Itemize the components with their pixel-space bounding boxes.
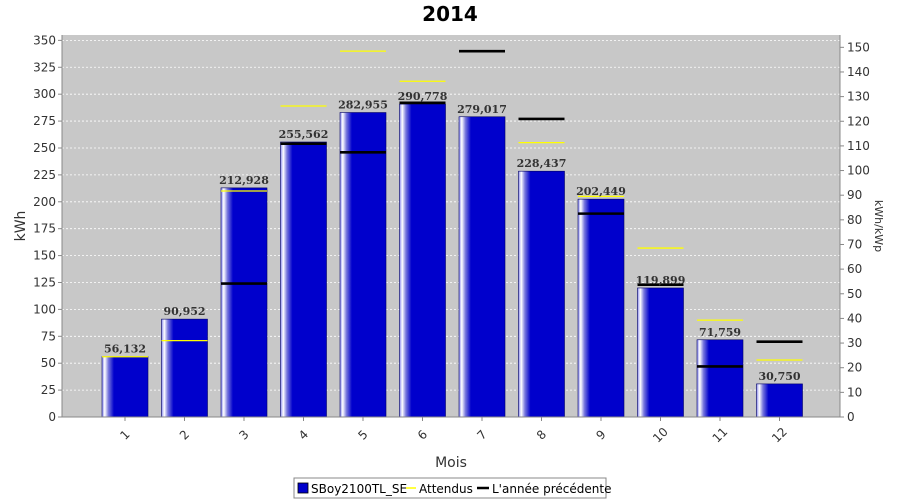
bar-3 bbox=[220, 187, 268, 418]
y2-tick-label-20: 20 bbox=[847, 361, 862, 375]
y2-tick-label-60: 60 bbox=[847, 262, 862, 276]
data-label-12: 30,750 bbox=[758, 370, 800, 383]
bar-5 bbox=[339, 112, 387, 418]
bar-9 bbox=[577, 198, 625, 418]
chart-title: 2014 bbox=[422, 2, 478, 26]
bar-2 bbox=[161, 318, 208, 418]
legend-box bbox=[293, 477, 607, 499]
data-label-6: 290,778 bbox=[398, 90, 448, 103]
bar-7 bbox=[458, 116, 506, 418]
data-label-7: 279,017 bbox=[457, 103, 507, 116]
y-tick-label-0: 0 bbox=[48, 410, 56, 424]
x-tick-label-11: 11 bbox=[710, 425, 731, 446]
data-label-10: 119,899 bbox=[636, 274, 686, 287]
y-tick-label-350: 350 bbox=[33, 33, 56, 47]
y-tick-label-100: 100 bbox=[33, 302, 56, 316]
x-tick-label-4: 4 bbox=[296, 427, 311, 442]
legend: SBoy2100TL_SE Attendus L'année précédent… bbox=[293, 477, 611, 499]
x-tick-label-3: 3 bbox=[236, 427, 251, 442]
y-tick-label-25: 25 bbox=[41, 383, 56, 397]
x-tick-label-2: 2 bbox=[177, 427, 192, 442]
legend-swatch-bar bbox=[297, 482, 309, 494]
y2-axis-ticks: 0 10 20 30 40 50 60 70 80 90 100 110 120 130 140 150 bbox=[840, 40, 870, 424]
y2-tick-label-120: 120 bbox=[847, 114, 870, 128]
bar-11 bbox=[696, 339, 744, 418]
data-label-8: 228,437 bbox=[517, 157, 567, 170]
data-label-9: 202,449 bbox=[576, 185, 626, 198]
legend-label-attendus: Attendus bbox=[419, 482, 473, 496]
y2-tick-label-140: 140 bbox=[847, 65, 870, 79]
y-tick-label-150: 150 bbox=[33, 249, 56, 263]
y2-tick-label-100: 100 bbox=[847, 164, 870, 178]
y2-tick-label-150: 150 bbox=[847, 40, 870, 54]
bar-6 bbox=[399, 103, 446, 418]
y-tick-label-300: 300 bbox=[33, 87, 56, 101]
y2-tick-label-90: 90 bbox=[847, 188, 862, 202]
y2-tick-label-40: 40 bbox=[847, 311, 862, 325]
bar-4 bbox=[280, 141, 327, 418]
data-label-2: 90,952 bbox=[163, 305, 205, 318]
x-axis-label: Mois bbox=[435, 455, 467, 471]
data-label-11: 71,759 bbox=[699, 326, 741, 339]
x-tick-label-5: 5 bbox=[355, 427, 370, 442]
y-tick-label-50: 50 bbox=[41, 356, 56, 370]
data-label-1: 56,132 bbox=[104, 343, 146, 356]
legend-label-bar: SBoy2100TL_SE bbox=[311, 482, 407, 496]
y2-tick-label-80: 80 bbox=[847, 213, 862, 227]
y-tick-label-250: 250 bbox=[33, 141, 56, 155]
data-label-4: 255,562 bbox=[279, 128, 329, 141]
y-axis-label: kWh bbox=[13, 211, 29, 242]
y2-tick-label-30: 30 bbox=[847, 336, 862, 350]
y-tick-label-225: 225 bbox=[33, 168, 56, 182]
legend-label-previous: L'année précédente bbox=[492, 482, 611, 496]
axes bbox=[61, 35, 841, 418]
y2-tick-label-10: 10 bbox=[847, 385, 862, 399]
data-label-5: 282,955 bbox=[338, 99, 388, 112]
x-tick-label-8: 8 bbox=[534, 427, 549, 442]
y2-tick-label-50: 50 bbox=[847, 287, 862, 301]
y-tick-label-175: 175 bbox=[33, 222, 56, 236]
x-tick-label-10: 10 bbox=[650, 425, 671, 446]
y-tick-label-275: 275 bbox=[33, 114, 56, 128]
y2-tick-label-130: 130 bbox=[847, 90, 870, 104]
y2-tick-label-0: 0 bbox=[847, 410, 855, 424]
bar-12 bbox=[756, 383, 803, 418]
y-tick-label-125: 125 bbox=[33, 275, 56, 289]
data-labels: 56,132 90,952 212,928 255,562 282,955 290,778… bbox=[104, 90, 801, 383]
x-tick-label-1: 1 bbox=[117, 427, 132, 442]
x-tick-label-7: 7 bbox=[474, 427, 489, 442]
y2-axis-label: kWh/kWp bbox=[872, 200, 885, 252]
x-tick-label-6: 6 bbox=[415, 427, 430, 442]
bar-8 bbox=[518, 170, 565, 418]
x-axis-ticks: 1 2 3 4 5 6 7 8 9 10 11 12 bbox=[117, 417, 790, 445]
y-tick-label-200: 200 bbox=[33, 195, 56, 209]
x-tick-label-9: 9 bbox=[593, 427, 608, 442]
y-axis-ticks: 0 25 50 75 100 125 150 175 200 225 250 275 300 325 350 bbox=[33, 33, 62, 424]
y2-tick-label-110: 110 bbox=[847, 139, 870, 153]
x-tick-label-12: 12 bbox=[769, 425, 790, 446]
y-tick-label-325: 325 bbox=[33, 60, 56, 74]
bar-10 bbox=[637, 287, 684, 418]
y2-tick-label-70: 70 bbox=[847, 237, 862, 251]
data-label-3: 212,928 bbox=[219, 174, 269, 187]
bar-series bbox=[101, 103, 803, 418]
bar-1 bbox=[101, 356, 149, 418]
y-tick-label-75: 75 bbox=[41, 329, 56, 343]
marker-series bbox=[102, 49, 803, 368]
